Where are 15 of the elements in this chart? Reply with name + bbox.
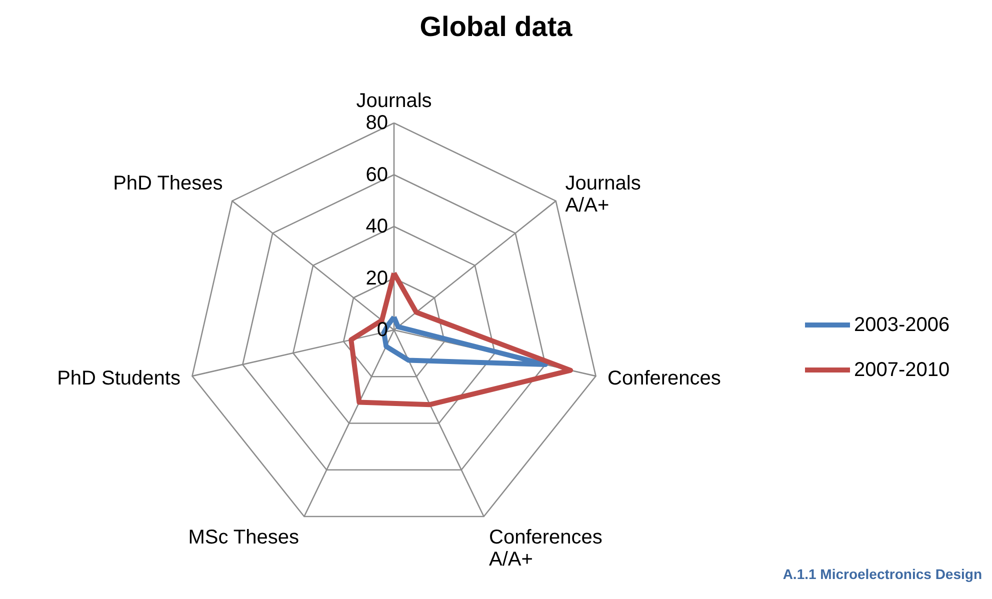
y-tick-label: 20 — [366, 267, 388, 290]
legend-label: 2003-2006 — [854, 314, 950, 336]
legend-label: 2007-2010 — [854, 359, 950, 381]
spoke-label: Conferences A/A+ — [489, 526, 602, 570]
y-tick-label: 60 — [366, 164, 388, 186]
text: A.1.1 Microelectronics Design — [782, 566, 982, 582]
spoke-label: PhD Theses — [113, 172, 223, 194]
y-tick-label: 80 — [366, 112, 388, 134]
spoke-label: Journals A/A+ — [565, 172, 641, 216]
chart-title: Global data — [420, 11, 573, 42]
spoke-label: MSc Theses — [188, 526, 299, 548]
y-tick-label: 40 — [366, 216, 388, 238]
spoke-label: PhD Students — [57, 368, 180, 390]
spoke-label: Journals — [356, 90, 432, 112]
spoke-label: Conferences — [608, 368, 721, 390]
